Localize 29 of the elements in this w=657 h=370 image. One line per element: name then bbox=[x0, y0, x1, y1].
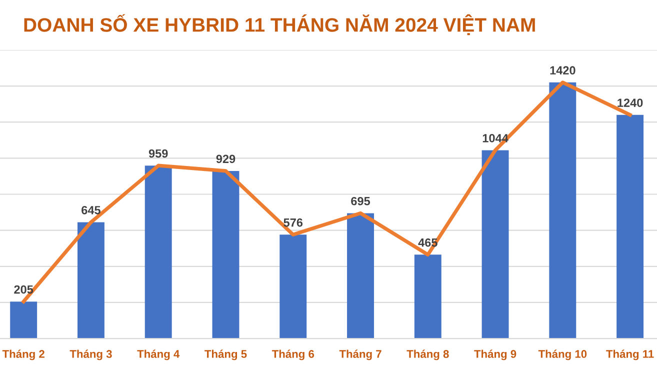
bar bbox=[280, 234, 307, 339]
x-tick-label: Tháng 5 bbox=[204, 350, 247, 360]
bar bbox=[482, 150, 509, 339]
data-label: 576 bbox=[284, 218, 303, 227]
x-tick-label: Tháng 3 bbox=[70, 350, 112, 360]
x-tick-label: Tháng 9 bbox=[474, 350, 516, 360]
bar bbox=[77, 222, 104, 339]
bar bbox=[347, 213, 374, 339]
data-label: 645 bbox=[82, 206, 100, 214]
bar bbox=[212, 170, 240, 339]
x-tick-label: Tháng 6 bbox=[272, 350, 314, 360]
x-tick-label: Tháng 10 bbox=[538, 350, 587, 360]
bar bbox=[549, 82, 576, 339]
chart-title: DOANH SỐ XE HYBRID 11 THÁNG NĂM 2024 VIỆT NAM bbox=[24, 14, 535, 36]
x-tick-label: Tháng 8 bbox=[406, 350, 449, 360]
data-label: 929 bbox=[216, 154, 236, 164]
data-label: 205 bbox=[14, 285, 34, 294]
bar bbox=[10, 302, 38, 339]
data-label: 1420 bbox=[550, 66, 576, 75]
bar bbox=[414, 254, 442, 339]
x-tick-label: Tháng 4 bbox=[137, 350, 180, 360]
x-tick-label: Tháng 2 bbox=[2, 350, 44, 360]
data-label: 1240 bbox=[618, 98, 643, 107]
bar bbox=[144, 166, 172, 339]
data-label: 695 bbox=[351, 196, 370, 206]
x-tick-label: Tháng 11 bbox=[606, 350, 654, 360]
x-tick-label: Tháng 7 bbox=[339, 350, 382, 360]
data-label: 959 bbox=[148, 149, 168, 158]
bar bbox=[616, 114, 644, 339]
